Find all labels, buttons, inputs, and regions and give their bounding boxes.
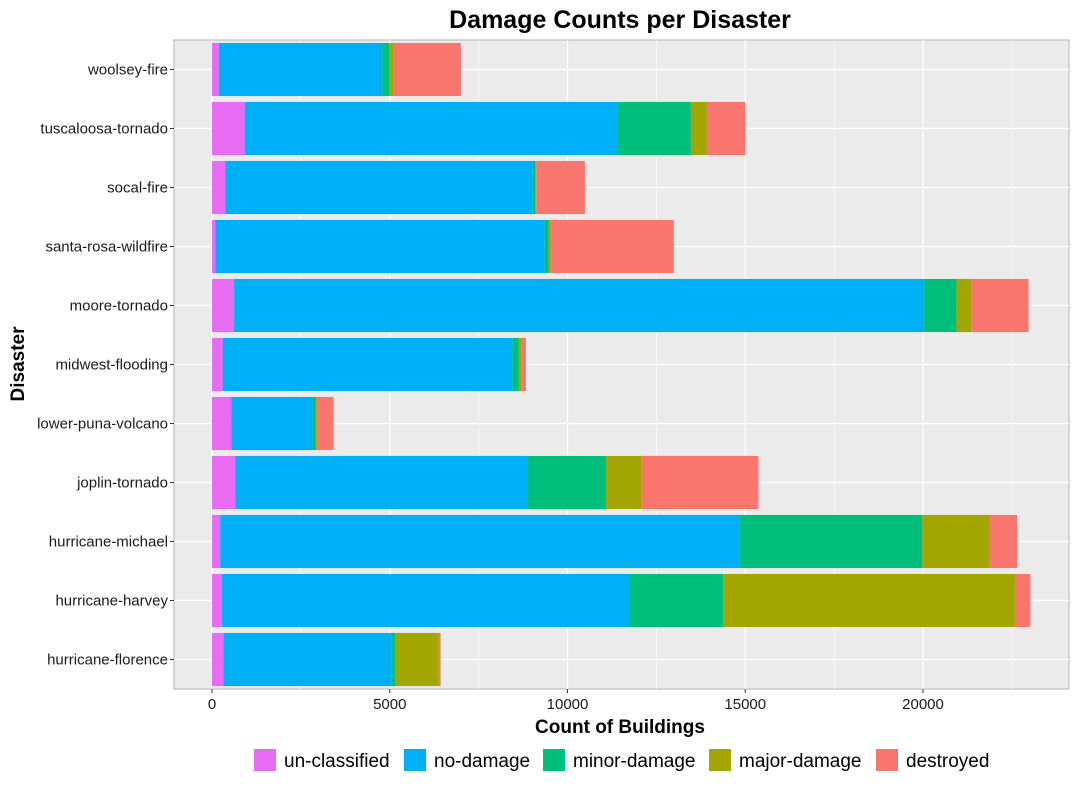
legend-label-destroyed: destroyed bbox=[906, 751, 989, 772]
bar-midwest-flooding-destroyed bbox=[521, 337, 526, 392]
bar-tuscaloosa-tornado-minor-damage bbox=[617, 101, 691, 156]
legend: un-classified no-damage minor-damage major-… bbox=[254, 749, 989, 772]
legend-label-no-damage: no-damage bbox=[434, 751, 530, 772]
x-tick-label: 15000 bbox=[724, 696, 766, 713]
bar-tuscaloosa-tornado-destroyed bbox=[706, 101, 746, 156]
bar-joplin-tornado-major-damage bbox=[606, 455, 642, 510]
x-tick-label: 0 bbox=[208, 696, 216, 713]
bar-moore-tornado-no-damage bbox=[234, 278, 925, 333]
bar-socal-fire-major-damage bbox=[535, 160, 537, 215]
x-tick-label: 5000 bbox=[373, 696, 406, 713]
bar-socal-fire-minor-damage bbox=[532, 160, 536, 215]
bar-lower-puna-volcano-un-classified bbox=[212, 396, 232, 451]
y-tick-label: hurricane-florence bbox=[47, 652, 168, 669]
bar-hurricane-michael-major-damage bbox=[922, 514, 990, 569]
bar-hurricane-harvey-destroyed bbox=[1015, 573, 1031, 628]
bar-santa-rosa-wildfire-no-damage bbox=[215, 219, 545, 274]
chart-title: Damage Counts per Disaster bbox=[449, 6, 791, 34]
bar-moore-tornado-minor-damage bbox=[924, 278, 957, 333]
legend-label-minor-damage: minor-damage bbox=[573, 751, 696, 772]
y-axis-title: Disaster bbox=[8, 326, 29, 402]
y-tick-label: joplin-tornado bbox=[76, 475, 168, 492]
y-tick-label: socal-fire bbox=[107, 180, 168, 197]
bar-lower-puna-volcano-minor-damage bbox=[312, 396, 316, 451]
legend-swatch-major-damage bbox=[709, 749, 731, 771]
bar-santa-rosa-wildfire-major-damage bbox=[548, 219, 551, 274]
y-tick-label: woolsey-fire bbox=[87, 62, 168, 79]
x-tick-labels: 0 5000 10000 15000 20000 bbox=[208, 689, 944, 713]
bar-santa-rosa-wildfire-minor-damage bbox=[544, 219, 549, 274]
bar-hurricane-harvey-un-classified bbox=[212, 573, 222, 628]
y-tick-label: lower-puna-volcano bbox=[37, 416, 168, 433]
bar-hurricane-florence-no-damage bbox=[223, 632, 392, 687]
bar-tuscaloosa-tornado-un-classified bbox=[212, 101, 245, 156]
bar-hurricane-michael-destroyed bbox=[989, 514, 1018, 569]
y-tick-labels: hurricane-florence hurricane-harvey hurric… bbox=[37, 62, 174, 669]
bar-hurricane-florence-destroyed bbox=[438, 632, 441, 687]
bar-woolsey-fire-destroyed bbox=[393, 42, 461, 97]
bar-midwest-flooding-un-classified bbox=[212, 337, 223, 392]
bar-santa-rosa-wildfire-un-classified bbox=[212, 219, 216, 274]
bar-lower-puna-volcano-destroyed bbox=[316, 396, 334, 451]
bar-joplin-tornado-un-classified bbox=[212, 455, 236, 510]
bar-socal-fire-no-damage bbox=[225, 160, 533, 215]
bar-hurricane-florence-minor-damage bbox=[391, 632, 396, 687]
bar-midwest-flooding-no-damage bbox=[222, 337, 513, 392]
bar-woolsey-fire-minor-damage bbox=[382, 42, 390, 97]
bar-hurricane-harvey-minor-damage bbox=[629, 573, 724, 628]
bar-santa-rosa-wildfire-destroyed bbox=[550, 219, 674, 274]
legend-label-major-damage: major-damage bbox=[739, 751, 862, 772]
y-tick-label: midwest-flooding bbox=[55, 357, 168, 374]
x-tick-label: 10000 bbox=[547, 696, 589, 713]
x-tick-label: 20000 bbox=[902, 696, 944, 713]
y-tick-label: moore-tornado bbox=[70, 298, 168, 315]
y-tick-label: hurricane-harvey bbox=[55, 593, 168, 610]
bar-moore-tornado-destroyed bbox=[971, 278, 1029, 333]
y-tick-label: tuscaloosa-tornado bbox=[40, 121, 168, 138]
bar-lower-puna-volcano-major-damage bbox=[315, 396, 317, 451]
bar-hurricane-florence-un-classified bbox=[212, 632, 224, 687]
bar-woolsey-fire-un-classified bbox=[212, 42, 219, 97]
bars bbox=[212, 42, 1031, 687]
bar-moore-tornado-un-classified bbox=[212, 278, 235, 333]
bar-socal-fire-destroyed bbox=[536, 160, 585, 215]
bar-midwest-flooding-major-damage bbox=[518, 337, 522, 392]
bar-hurricane-michael-minor-damage bbox=[739, 514, 923, 569]
bar-hurricane-harvey-major-damage bbox=[723, 573, 1016, 628]
y-tick-label: hurricane-michael bbox=[49, 534, 168, 551]
bar-joplin-tornado-destroyed bbox=[641, 455, 759, 510]
bar-midwest-flooding-minor-damage bbox=[512, 337, 519, 392]
bar-moore-tornado-major-damage bbox=[956, 278, 972, 333]
legend-label-un-classified: un-classified bbox=[284, 751, 390, 772]
legend-swatch-minor-damage bbox=[543, 749, 565, 771]
bar-tuscaloosa-tornado-major-damage bbox=[690, 101, 707, 156]
bar-socal-fire-un-classified bbox=[212, 160, 226, 215]
bar-tuscaloosa-tornado-no-damage bbox=[244, 101, 618, 156]
y-tick-label: santa-rosa-wildfire bbox=[45, 239, 168, 256]
bar-woolsey-fire-major-damage bbox=[389, 42, 394, 97]
legend-swatch-destroyed bbox=[876, 749, 898, 771]
bar-lower-puna-volcano-no-damage bbox=[231, 396, 313, 451]
x-axis-title: Count of Buildings bbox=[535, 717, 705, 738]
bar-hurricane-michael-no-damage bbox=[220, 514, 740, 569]
bar-hurricane-michael-un-classified bbox=[212, 514, 221, 569]
bar-woolsey-fire-no-damage bbox=[218, 42, 383, 97]
bar-joplin-tornado-no-damage bbox=[235, 455, 529, 510]
bar-hurricane-florence-major-damage bbox=[395, 632, 439, 687]
legend-swatch-un-classified bbox=[254, 749, 276, 771]
bar-joplin-tornado-minor-damage bbox=[528, 455, 607, 510]
legend-swatch-no-damage bbox=[404, 749, 426, 771]
bar-hurricane-harvey-no-damage bbox=[221, 573, 630, 628]
